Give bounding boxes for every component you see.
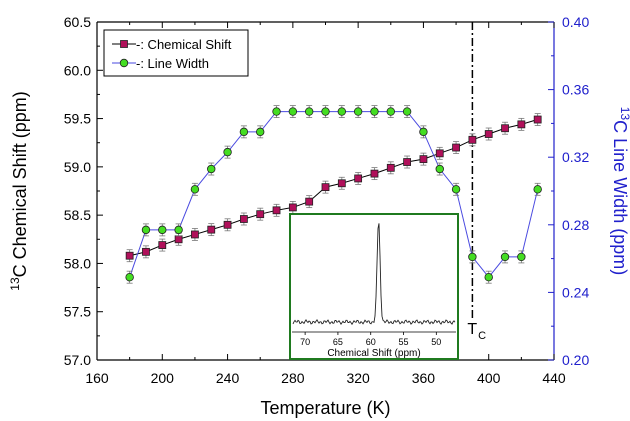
data-point-line-width bbox=[141, 225, 151, 235]
y-right-tick-label: 0.40 bbox=[562, 14, 589, 30]
data-point-chemical-shift bbox=[191, 230, 199, 239]
y-right-tick-label: 0.32 bbox=[562, 149, 589, 165]
legend-marker-line-width bbox=[119, 58, 129, 68]
x-tick-label: 360 bbox=[412, 370, 436, 386]
data-point-chemical-shift bbox=[142, 247, 150, 256]
data-point-line-width bbox=[321, 107, 330, 116]
legend-marker-chemical-shift bbox=[120, 40, 128, 48]
inset-spectrum-trace bbox=[292, 223, 456, 326]
data-point-chemical-shift bbox=[403, 158, 412, 166]
data-point-line-width bbox=[484, 272, 493, 282]
data-point-line-width bbox=[174, 225, 183, 235]
data-point-line-width bbox=[500, 252, 510, 262]
data-point-chemical-shift bbox=[207, 225, 216, 234]
inset-x-tick-label: 60 bbox=[366, 337, 376, 347]
data-point-line-width bbox=[337, 107, 347, 116]
x-tick-label: 440 bbox=[542, 370, 566, 386]
data-point-line-width bbox=[223, 147, 232, 157]
data-point-chemical-shift bbox=[125, 251, 134, 260]
inset-x-tick-label: 50 bbox=[431, 337, 441, 347]
data-point-line-width bbox=[158, 225, 167, 235]
data-point-line-width bbox=[353, 107, 363, 116]
y-left-tick-label: 58.0 bbox=[64, 255, 91, 271]
y-left-tick-label: 57.5 bbox=[64, 304, 91, 320]
data-point-chemical-shift bbox=[533, 115, 542, 124]
data-point-chemical-shift bbox=[419, 155, 428, 164]
data-point-chemical-shift bbox=[386, 163, 395, 172]
data-point-chemical-shift bbox=[321, 183, 330, 192]
data-point-chemical-shift bbox=[174, 235, 183, 244]
tc-label: TC bbox=[467, 321, 486, 342]
data-point-chemical-shift bbox=[272, 206, 281, 215]
data-point-line-width bbox=[370, 107, 379, 116]
data-point-chemical-shift bbox=[370, 169, 379, 178]
data-point-line-width bbox=[125, 272, 134, 282]
y-left-tick-label: 57.0 bbox=[64, 352, 91, 368]
data-point-line-width bbox=[190, 185, 200, 194]
data-point-line-width bbox=[435, 164, 444, 174]
x-tick-label: 160 bbox=[85, 370, 109, 386]
legend-label-chemical-shift: -: Chemical Shift bbox=[136, 37, 232, 52]
y-right-axis-title: 13C Line Width (ppm) bbox=[610, 107, 630, 275]
x-tick-label: 200 bbox=[151, 370, 175, 386]
data-point-line-width bbox=[533, 185, 542, 194]
data-point-chemical-shift bbox=[158, 241, 167, 249]
legend-box bbox=[103, 29, 249, 77]
data-point-chemical-shift bbox=[256, 210, 265, 219]
data-point-line-width bbox=[207, 164, 216, 174]
y-left-tick-label: 60.5 bbox=[64, 14, 91, 30]
data-point-chemical-shift bbox=[223, 220, 232, 229]
data-point-line-width bbox=[304, 107, 314, 116]
data-point-line-width bbox=[468, 252, 477, 262]
x-tick-label: 400 bbox=[477, 370, 501, 386]
y-right-tick-label: 0.36 bbox=[562, 82, 589, 98]
series-line-line-width bbox=[129, 111, 539, 278]
data-point-chemical-shift bbox=[484, 130, 493, 138]
x-axis-title: Temperature (K) bbox=[260, 398, 390, 418]
inset-x-tick-label: 70 bbox=[300, 337, 310, 347]
data-point-chemical-shift bbox=[354, 174, 363, 183]
inset-x-tick-label: 55 bbox=[399, 337, 409, 347]
data-point-chemical-shift bbox=[305, 197, 314, 206]
y-left-tick-label: 59.0 bbox=[64, 159, 91, 175]
y-left-axis-title: 13C Chemical Shift (ppm) bbox=[8, 91, 30, 290]
inset-x-tick-label: 65 bbox=[333, 337, 343, 347]
data-point-chemical-shift bbox=[517, 120, 526, 129]
y-right-tick-label: 0.20 bbox=[562, 352, 589, 368]
data-point-chemical-shift bbox=[288, 203, 297, 212]
data-point-line-width bbox=[288, 107, 298, 116]
data-point-chemical-shift bbox=[435, 149, 444, 158]
data-point-chemical-shift bbox=[239, 215, 248, 223]
y-right-tick-label: 0.28 bbox=[562, 217, 589, 233]
data-point-line-width bbox=[239, 127, 249, 137]
y-right-tick-label: 0.24 bbox=[562, 284, 589, 300]
y-left-tick-label: 58.5 bbox=[64, 207, 91, 223]
data-point-line-width bbox=[402, 107, 412, 116]
x-tick-label: 240 bbox=[216, 370, 240, 386]
data-point-chemical-shift bbox=[501, 124, 509, 133]
x-tick-label: 280 bbox=[281, 370, 305, 386]
data-point-line-width bbox=[386, 107, 395, 116]
y-left-tick-label: 60.0 bbox=[64, 62, 91, 78]
data-point-line-width bbox=[419, 127, 428, 137]
data-point-line-width bbox=[451, 185, 461, 194]
inset-box bbox=[289, 213, 459, 360]
inset-x-axis-title: Chemical Shift (ppm) bbox=[327, 348, 420, 359]
x-tick-label: 320 bbox=[346, 370, 370, 386]
data-point-chemical-shift bbox=[452, 143, 460, 152]
data-point-chemical-shift bbox=[337, 179, 346, 188]
data-point-line-width bbox=[517, 252, 526, 262]
legend-label-line-width: -: Line Width bbox=[136, 56, 209, 71]
plot-area: 160 200 240 280 320 360 400 440 57.0 57.5 58.0 58.5… bbox=[8, 14, 630, 418]
y-left-tick-label: 59.5 bbox=[64, 111, 91, 127]
data-point-line-width bbox=[256, 127, 265, 137]
data-point-chemical-shift bbox=[468, 135, 477, 144]
data-point-line-width bbox=[272, 107, 281, 116]
